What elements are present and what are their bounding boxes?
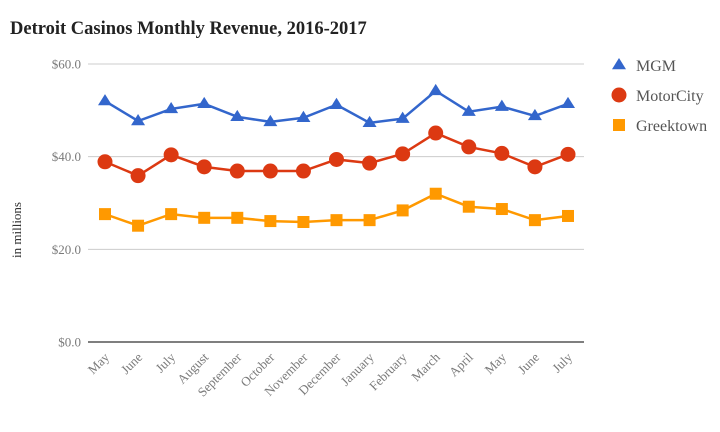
legend-marker-greektown: [613, 119, 625, 131]
data-point-mgm: [230, 109, 245, 122]
data-point-greektown: [297, 215, 310, 228]
data-point-greektown: [264, 215, 277, 228]
y-axis-ticks: $0.0 $20.0 $40.0 $60.0: [52, 57, 81, 350]
data-point-greektown: [562, 209, 574, 222]
data-point-mgm: [428, 83, 443, 96]
series-mgm: [98, 83, 575, 128]
data-point-motorcity: [196, 159, 212, 175]
data-point-greektown: [495, 203, 508, 216]
data-point-motorcity: [295, 163, 311, 179]
data-point-greektown: [528, 214, 541, 227]
y-tick-label: $0.0: [58, 335, 81, 350]
y-tick-label: $20.0: [52, 242, 81, 257]
x-tick-label: June: [515, 349, 543, 377]
data-point-motorcity: [494, 145, 510, 161]
legend: MGM MotorCity Greektown: [611, 58, 707, 135]
data-point-mgm: [263, 114, 278, 127]
data-point-motorcity: [329, 151, 344, 167]
data-point-motorcity: [527, 159, 543, 175]
data-point-motorcity: [163, 147, 179, 163]
data-point-motorcity: [428, 125, 444, 141]
legend-label: MotorCity: [636, 88, 704, 105]
data-point-motorcity: [229, 163, 245, 179]
series-greektown: [99, 187, 574, 232]
data-point-mgm: [561, 96, 575, 109]
data-point-greektown: [363, 214, 376, 227]
data-point-greektown: [132, 219, 145, 232]
legend-label: Greektown: [636, 118, 707, 135]
data-point-greektown: [198, 211, 211, 224]
y-axis-label: in millions: [9, 202, 24, 258]
data-point-motorcity: [97, 154, 113, 170]
x-tick-label: May: [482, 349, 510, 377]
series-motorcity: [97, 125, 576, 184]
x-tick-label: February: [366, 349, 410, 393]
series-group: [97, 83, 576, 232]
data-point-greektown: [231, 211, 244, 224]
y-tick-label: $40.0: [52, 149, 81, 164]
data-point-greektown: [396, 204, 409, 217]
data-point-motorcity: [560, 146, 576, 162]
x-tick-label: June: [118, 349, 146, 377]
data-point-mgm: [527, 108, 542, 121]
data-point-mgm: [329, 97, 344, 109]
x-tick-label: March: [408, 349, 443, 384]
data-point-mgm: [296, 110, 311, 122]
legend-item-greektown[interactable]: Greektown: [613, 118, 707, 135]
x-tick-label: July: [152, 349, 178, 375]
legend-marker-motorcity: [611, 87, 627, 103]
data-point-motorcity: [461, 139, 477, 155]
data-point-greektown: [429, 187, 442, 200]
data-point-mgm: [395, 111, 410, 123]
legend-marker-mgm: [612, 58, 626, 70]
data-point-motorcity: [262, 163, 278, 179]
y-tick-label: $60.0: [52, 57, 81, 72]
data-point-greektown: [99, 208, 111, 221]
data-point-greektown: [165, 208, 178, 221]
x-tick-label: April: [446, 349, 476, 379]
data-point-mgm: [362, 115, 377, 128]
data-point-mgm: [164, 101, 179, 114]
data-point-motorcity: [395, 146, 411, 162]
data-point-mgm: [197, 96, 212, 109]
legend-label: MGM: [636, 58, 676, 75]
data-point-mgm: [461, 104, 476, 116]
x-axis-ticks: May June JulyAugustSeptemberOctoberNovembe…: [85, 349, 576, 399]
data-point-greektown: [330, 214, 343, 227]
data-point-mgm: [494, 99, 509, 111]
x-tick-label: July: [549, 349, 575, 375]
data-point-motorcity: [130, 168, 146, 184]
data-point-mgm: [131, 113, 146, 126]
x-tick-label: May: [85, 349, 113, 377]
legend-item-mgm[interactable]: MGM: [612, 58, 676, 75]
legend-item-motorcity[interactable]: MotorCity: [611, 87, 704, 106]
data-point-greektown: [462, 200, 475, 213]
data-point-mgm: [98, 94, 112, 106]
data-point-motorcity: [362, 155, 378, 171]
chart-title: Detroit Casinos Monthly Revenue, 2016-20…: [10, 19, 367, 39]
